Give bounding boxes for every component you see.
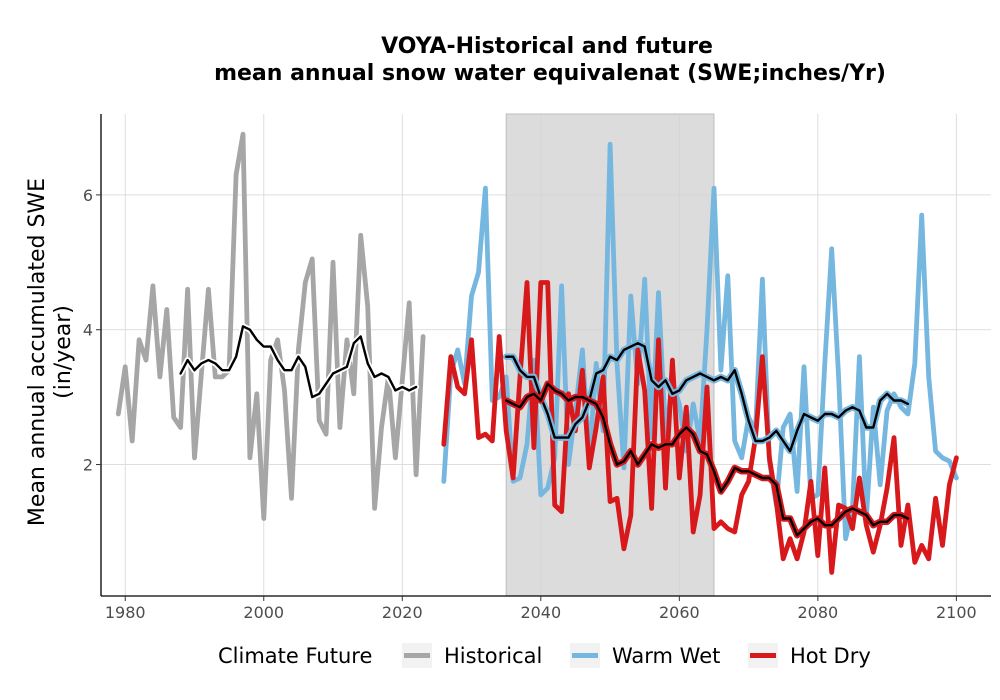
x-tick-label: 1980 <box>105 603 146 622</box>
x-tick-label: 2000 <box>243 603 284 622</box>
x-tick-label: 2100 <box>936 603 977 622</box>
series-mean-line <box>505 342 910 453</box>
axes <box>100 114 991 597</box>
tick-labels: 1980 2000 2020 2040 2060 2080 2100 2 4 6 <box>83 186 977 622</box>
x-tick-label: 2080 <box>797 603 838 622</box>
series-lines <box>115 131 959 575</box>
series-mean-line <box>179 325 418 399</box>
legend: Climate Future Historical Warm Wet Hot Dry <box>218 643 871 668</box>
series-mean-line <box>505 382 910 537</box>
y-tick-label: 6 <box>83 186 93 205</box>
chart-title-line-2: mean annual snow water equivalenat (SWE;… <box>214 61 886 86</box>
x-tick-label: 2040 <box>520 603 561 622</box>
legend-label: Hot Dry <box>790 644 871 668</box>
series-line <box>115 131 426 521</box>
legend-title: Climate Future <box>218 644 372 668</box>
series-line <box>441 280 959 575</box>
y-axis-title-line-2: (in/year) <box>51 305 76 399</box>
series-line <box>441 141 959 542</box>
x-tick-label: 2020 <box>382 603 423 622</box>
legend-items: Historical Warm Wet Hot Dry <box>402 643 871 668</box>
x-tick-label: 2060 <box>659 603 700 622</box>
legend-label: Warm Wet <box>612 644 720 668</box>
y-tick-label: 2 <box>83 456 93 475</box>
legend-label: Historical <box>444 644 542 668</box>
chart-title-line-1: VOYA-Historical and future <box>381 34 713 59</box>
y-axis-title: Mean annual accumulated SWE (in/year) <box>25 178 76 526</box>
chart-title: VOYA-Historical and future mean annual s… <box>214 34 886 86</box>
y-axis-title-line-1: Mean annual accumulated SWE <box>25 178 50 526</box>
y-tick-label: 4 <box>83 321 93 340</box>
